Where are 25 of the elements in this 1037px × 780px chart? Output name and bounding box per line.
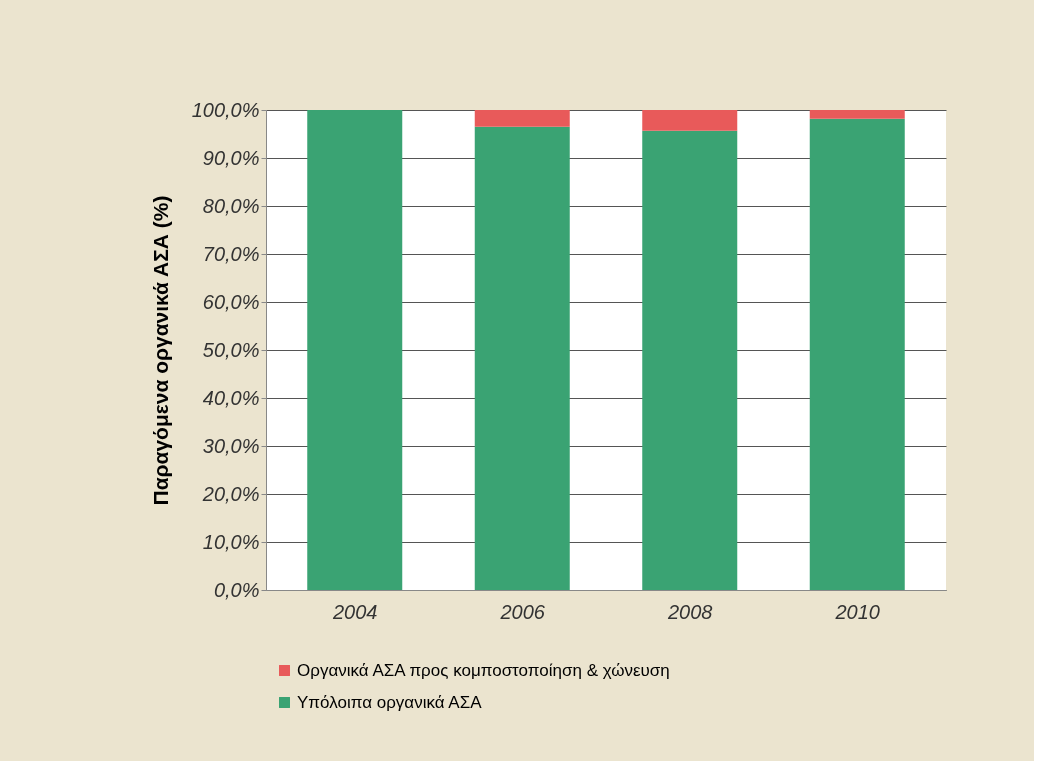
y-tick-label: 90,0% bbox=[202, 146, 260, 169]
bar bbox=[642, 110, 738, 131]
bar bbox=[474, 126, 570, 590]
bar bbox=[809, 110, 905, 119]
y-tick-label: 100,0% bbox=[191, 98, 260, 121]
x-tick-label: 2004 bbox=[332, 600, 378, 623]
y-tick-label: 60,0% bbox=[202, 290, 260, 313]
bar bbox=[642, 130, 738, 590]
bar bbox=[307, 110, 403, 590]
y-tick-label: 50,0% bbox=[202, 338, 260, 361]
bar bbox=[809, 118, 905, 590]
y-tick-label: 20,0% bbox=[201, 482, 260, 505]
legend-label: Οργανικά ΑΣΑ προς κομποστοποίηση & χώνευση bbox=[297, 660, 670, 680]
y-tick-label: 40,0% bbox=[202, 386, 260, 409]
y-tick-label: 70,0% bbox=[202, 242, 260, 265]
bar bbox=[474, 110, 570, 127]
y-axis-title: Παραγόμενα οργανικά ΑΣΑ (%) bbox=[148, 195, 172, 506]
x-tick-label: 2010 bbox=[834, 600, 880, 623]
x-tick-label: 2008 bbox=[667, 600, 713, 623]
y-tick-label: 0,0% bbox=[213, 578, 260, 601]
legend-label: Υπόλοιπα οργανικά ΑΣΑ bbox=[297, 692, 483, 712]
x-tick-label: 2006 bbox=[499, 600, 546, 623]
y-tick-label: 10,0% bbox=[202, 530, 260, 553]
y-tick-label: 80,0% bbox=[202, 194, 260, 217]
y-tick-label: 30,0% bbox=[202, 434, 260, 457]
